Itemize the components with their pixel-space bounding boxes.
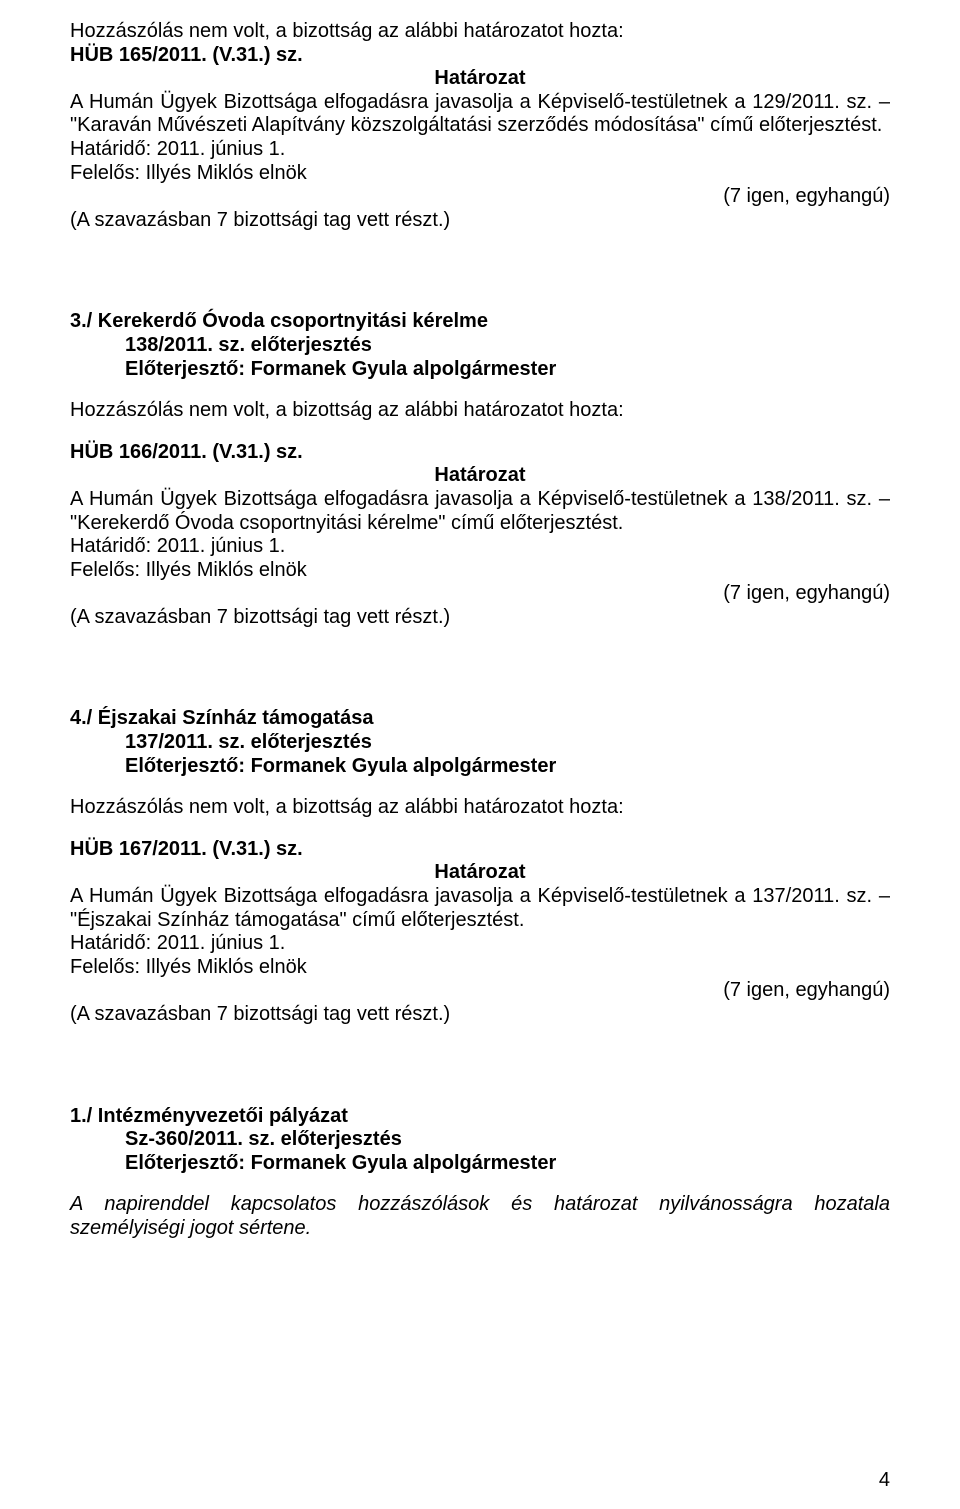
vote-result: (7 igen, egyhangú) xyxy=(70,582,890,606)
felelos: Felelős: Illyés Miklós elnök xyxy=(70,559,890,583)
szavazas-note: (A szavazásban 7 bizottsági tag vett rés… xyxy=(70,606,890,630)
resolution-body: A Humán Ügyek Bizottsága elfogadásra jav… xyxy=(70,91,890,138)
felelos: Felelős: Illyés Miklós elnök xyxy=(70,162,890,186)
hatarido: Határidő: 2011. június 1. xyxy=(70,932,890,956)
document-page: Hozzászólás nem volt, a bizottság az alá… xyxy=(0,0,960,1509)
agenda-title: 1./ Intézményvezetői pályázat xyxy=(70,1105,890,1129)
intro-line: Hozzászólás nem volt, a bizottság az alá… xyxy=(70,399,890,423)
szavazas-note: (A szavazásban 7 bizottsági tag vett rés… xyxy=(70,209,890,233)
intro-line: Hozzászólás nem volt, a bizottság az alá… xyxy=(70,796,890,820)
hub-code: HÜB 166/2011. (V.31.) sz. xyxy=(70,441,890,465)
agenda-subtitle: 137/2011. sz. előterjesztés xyxy=(70,731,890,755)
resolution-body: A Humán Ügyek Bizottsága elfogadásra jav… xyxy=(70,885,890,932)
agenda-subtitle: 138/2011. sz. előterjesztés xyxy=(70,334,890,358)
presenter: Előterjesztő: Formanek Gyula alpolgármes… xyxy=(70,1152,890,1176)
vote-result: (7 igen, egyhangú) xyxy=(70,185,890,209)
agenda-subtitle: Sz-360/2011. sz. előterjesztés xyxy=(70,1128,890,1152)
hub-code: HÜB 167/2011. (V.31.) sz. xyxy=(70,838,890,862)
hatarozat-label: Határozat xyxy=(70,861,890,885)
privacy-note: A napirenddel kapcsolatos hozzászólások … xyxy=(70,1193,890,1240)
presenter: Előterjesztő: Formanek Gyula alpolgármes… xyxy=(70,755,890,779)
hatarozat-label: Határozat xyxy=(70,464,890,488)
intro-line: Hozzászólás nem volt, a bizottság az alá… xyxy=(70,20,890,44)
resolution-body: A Humán Ügyek Bizottsága elfogadásra jav… xyxy=(70,488,890,535)
agenda-title: 4./ Éjszakai Színház támogatása xyxy=(70,707,890,731)
agenda-title: 3./ Kerekerdő Óvoda csoportnyitási kérel… xyxy=(70,310,890,334)
presenter: Előterjesztő: Formanek Gyula alpolgármes… xyxy=(70,358,890,382)
szavazas-note: (A szavazásban 7 bizottsági tag vett rés… xyxy=(70,1003,890,1027)
vote-result: (7 igen, egyhangú) xyxy=(70,979,890,1003)
hatarozat-label: Határozat xyxy=(70,67,890,91)
page-number: 4 xyxy=(879,1469,890,1493)
hub-code: HÜB 165/2011. (V.31.) sz. xyxy=(70,44,890,68)
hatarido: Határidő: 2011. június 1. xyxy=(70,138,890,162)
hatarido: Határidő: 2011. június 1. xyxy=(70,535,890,559)
felelos: Felelős: Illyés Miklós elnök xyxy=(70,956,890,980)
